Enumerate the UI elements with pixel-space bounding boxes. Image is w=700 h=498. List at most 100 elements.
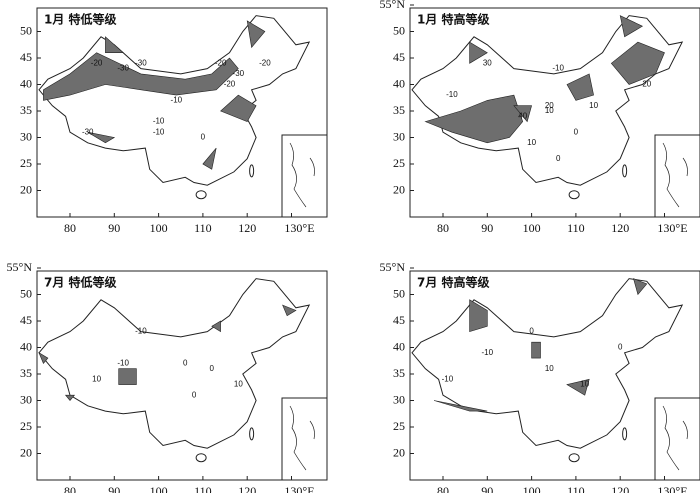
lat-tick-label: 45 [393, 313, 405, 327]
inset-coast [289, 142, 315, 208]
lon-tick-label: 110 [567, 484, 585, 493]
lat-tick-label: 25 [20, 419, 32, 433]
panel-title: 7月 特高等级 [417, 275, 490, 290]
contour-label: 10 [545, 364, 554, 373]
lat-tick-label: 25 [393, 156, 405, 170]
lat-tick-label: 50 [393, 23, 405, 37]
lat-tick-label: 20 [393, 182, 405, 196]
lon-tick-label: 110 [194, 484, 212, 493]
lat-tick-label: 50 [20, 23, 32, 37]
island [622, 164, 628, 178]
lon-tick-label: 120 [611, 221, 629, 235]
contour-label: 10 [92, 374, 101, 383]
lat-tick-label: 55°N [380, 260, 406, 274]
lon-tick-label: 90 [481, 484, 493, 493]
contour-label: 40 [518, 111, 527, 120]
inset-coast [662, 142, 688, 208]
contour-label: 10 [589, 101, 598, 110]
island [195, 190, 207, 200]
contour-label: -10 [552, 64, 564, 73]
country-outline [411, 15, 684, 186]
island [249, 164, 255, 178]
contour-label: 0 [192, 390, 197, 399]
contour-label: -30 [117, 64, 129, 73]
lon-tick-label: 90 [481, 221, 493, 235]
contour-label: -30 [82, 127, 94, 136]
inset-coast [289, 405, 315, 471]
lon-tick-label: 130°E [284, 221, 314, 235]
panel-title: 1月 特高等级 [417, 12, 490, 27]
anomaly-area [211, 320, 221, 333]
contour-label: -20 [259, 58, 271, 67]
anomaly-area [469, 41, 488, 64]
contour-label: 20 [545, 101, 554, 110]
map-panel: 1月 特低等级 50 45 40 35 30 25 20 80 90 100 110 120 130°E -… [20, 7, 328, 235]
lon-tick-label: 130°E [657, 221, 687, 235]
lat-tick-label: 35 [393, 366, 405, 380]
lat-tick-label: 30 [20, 392, 32, 406]
contour-label: -30 [233, 69, 245, 78]
lon-tick-label: 120 [611, 484, 629, 493]
anomaly-area [246, 20, 266, 49]
contour-label: 10 [545, 106, 554, 115]
lon-tick-label: 100 [150, 221, 168, 235]
lon-tick-label: 80 [437, 221, 449, 235]
anomaly-area [633, 278, 648, 296]
anomaly-area [118, 368, 137, 385]
anomaly-area [610, 41, 665, 85]
contour-label: -10 [442, 374, 454, 383]
anomaly-area [424, 94, 524, 144]
lat-tick-label: 40 [393, 76, 405, 90]
contour-label: 20 [642, 80, 651, 89]
contour-label: 10 [527, 138, 536, 147]
lat-tick-label: 25 [393, 419, 405, 433]
anomaly-area [43, 52, 239, 101]
island [568, 453, 580, 463]
lon-tick-label: 100 [523, 221, 541, 235]
panel-title: 1月 特低等级 [44, 12, 117, 27]
contour-label: 30 [483, 58, 492, 67]
lat-tick-label: 35 [393, 103, 405, 117]
anomaly-area [282, 304, 297, 317]
contour-label: -10 [153, 117, 165, 126]
contour-label: -10 [153, 127, 165, 136]
lon-tick-label: 110 [194, 221, 212, 235]
contour-label: -10 [171, 96, 183, 105]
anomaly-area [513, 105, 532, 123]
contour-label: 0 [574, 127, 579, 136]
lat-tick-label: 40 [20, 339, 32, 353]
lat-tick-label: 30 [393, 129, 405, 143]
inset-frame [654, 397, 700, 481]
contour-label: 10 [580, 380, 589, 389]
anomaly-area [38, 352, 49, 364]
lon-tick-label: 90 [108, 221, 120, 235]
anomaly-area [64, 394, 76, 401]
panel-title: 7月 特低等级 [44, 275, 117, 290]
lat-tick-label: 40 [20, 76, 32, 90]
lat-tick-label: 35 [20, 103, 32, 117]
contour-label: 0 [210, 364, 215, 373]
lat-tick-label: 35 [20, 366, 32, 380]
contour-label: 0 [618, 343, 623, 352]
lat-tick-label: 55°N [7, 260, 33, 274]
anomaly-area [469, 299, 488, 333]
lon-tick-label: 100 [523, 484, 541, 493]
contour-label: -10 [482, 348, 494, 357]
anomaly-area [202, 147, 217, 170]
contour-label: -10 [135, 327, 147, 336]
lon-tick-label: 120 [238, 221, 256, 235]
contour-label: -20 [91, 58, 103, 67]
island [568, 190, 580, 200]
anomaly-area [87, 131, 116, 144]
lon-tick-label: 110 [567, 221, 585, 235]
contour-label: -30 [135, 58, 147, 67]
contour-label: -10 [117, 359, 129, 368]
contour-label: 10 [234, 380, 243, 389]
lat-tick-label: 30 [393, 392, 405, 406]
lat-tick-label: 45 [20, 50, 32, 64]
anomaly-area [531, 341, 541, 359]
